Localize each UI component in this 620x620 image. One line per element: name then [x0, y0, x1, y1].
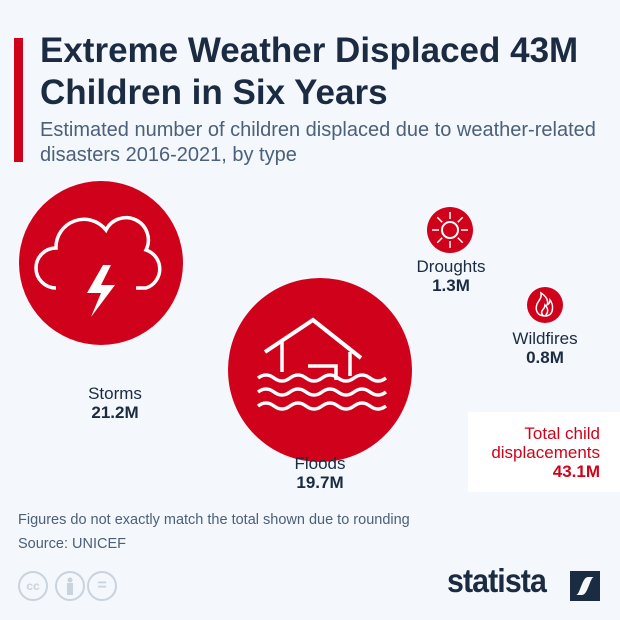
page-title: Extreme Weather Displaced 43M Children i…	[40, 31, 579, 112]
flooded-house-icon	[256, 317, 388, 411]
label-storms: Storms 21.2M	[88, 384, 142, 422]
cc-icon[interactable]: cc	[18, 571, 48, 601]
source: Source: UNICEF	[18, 536, 126, 552]
label-floods: Floods 19.7M	[294, 454, 346, 492]
total-value: 43.1M	[552, 462, 600, 481]
label-wildfires: Wildfires 0.8M	[512, 329, 578, 367]
total-label-1: Total child	[524, 424, 600, 443]
sun-icon	[432, 212, 468, 248]
no-derivatives-icon[interactable]: =	[87, 571, 117, 601]
accent-bar	[14, 38, 23, 162]
footnote: Figures do not exactly match the total s…	[18, 512, 410, 528]
statista-logo-mark-icon	[570, 571, 600, 601]
cloud-lightning-icon	[34, 215, 162, 317]
label-droughts: Droughts 1.3M	[416, 257, 486, 295]
statista-logo[interactable]: statista	[447, 562, 547, 599]
bubble-floods	[228, 278, 412, 462]
total-label-2: displacements	[491, 443, 600, 462]
attribution-icon[interactable]	[55, 571, 85, 601]
subtitle: Estimated number of children displaced d…	[40, 119, 596, 166]
total-box: Total child displacements 43.1M	[468, 412, 620, 492]
flame-icon	[535, 291, 554, 317]
